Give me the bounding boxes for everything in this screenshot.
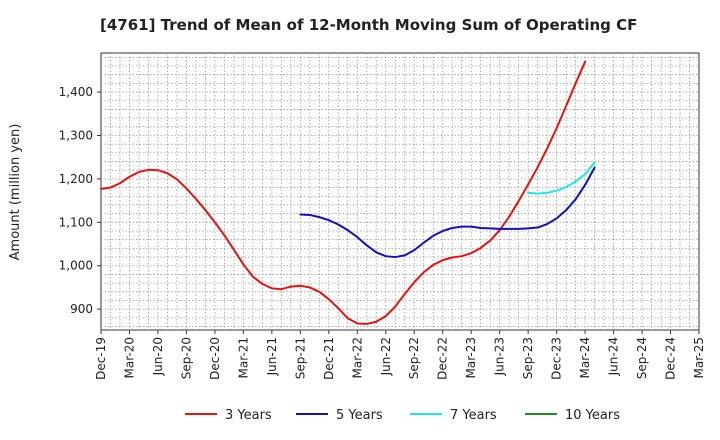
x-tick-label: Mar-24	[578, 337, 592, 378]
x-tick-label: Jun-21	[265, 337, 279, 376]
x-axis: Dec-19 Mar-20 Jun-20 Sep-20 Dec-20 Mar-21 Jun-…	[94, 330, 706, 380]
x-tick-label: Sep-22	[407, 337, 421, 379]
y-axis-label: Amount (million yen)	[8, 124, 23, 261]
legend-label: 3 Years	[225, 408, 272, 423]
y-tick-label: 900	[70, 302, 93, 316]
y-axis: 900 1,000 1,100 1,200 1,300 1,400	[59, 85, 101, 316]
x-tick-label: Mar-23	[464, 337, 478, 378]
x-tick-label: Dec-19	[94, 337, 108, 380]
chart-title: [4761] Trend of Mean of 12-Month Moving …	[100, 16, 637, 34]
x-tick-label: Mar-21	[236, 337, 250, 378]
x-tick-label: Mar-25	[692, 337, 706, 378]
series-line-7-years	[527, 161, 596, 195]
y-tick-label: 1,100	[59, 215, 93, 229]
y-tick-label: 1,400	[59, 85, 93, 99]
legend-label: 7 Years	[450, 408, 497, 423]
legend-label: 10 Years	[565, 408, 620, 423]
x-tick-label: Dec-24	[664, 337, 678, 380]
x-tick-label: Mar-22	[350, 337, 364, 378]
x-tick-label: Sep-24	[635, 337, 649, 379]
legend-label: 5 Years	[336, 408, 383, 423]
x-tick-label: Dec-23	[550, 337, 564, 380]
series-lines	[100, 60, 596, 325]
x-tick-label: Jun-20	[151, 337, 165, 376]
plot-area	[100, 52, 700, 331]
x-tick-label: Jun-24	[607, 337, 621, 376]
legend: 3 Years 5 Years 7 Years 10 Years	[185, 408, 620, 423]
x-tick-label: Dec-22	[436, 337, 450, 380]
x-tick-label: Sep-20	[179, 337, 193, 379]
x-tick-label: Sep-23	[521, 337, 535, 379]
y-tick-label: 1,300	[59, 128, 93, 142]
x-tick-label: Dec-21	[322, 337, 336, 380]
y-tick-label: 1,000	[59, 259, 93, 273]
x-tick-label: Jun-22	[379, 337, 393, 376]
x-tick-label: Dec-20	[208, 337, 222, 380]
x-tick-label: Sep-21	[293, 337, 307, 379]
series-line-5-years	[299, 166, 596, 259]
series-line-3-years	[100, 60, 587, 325]
y-tick-label: 1,200	[59, 172, 93, 186]
x-tick-label: Mar-20	[122, 337, 136, 378]
x-tick-label: Jun-23	[493, 337, 507, 376]
